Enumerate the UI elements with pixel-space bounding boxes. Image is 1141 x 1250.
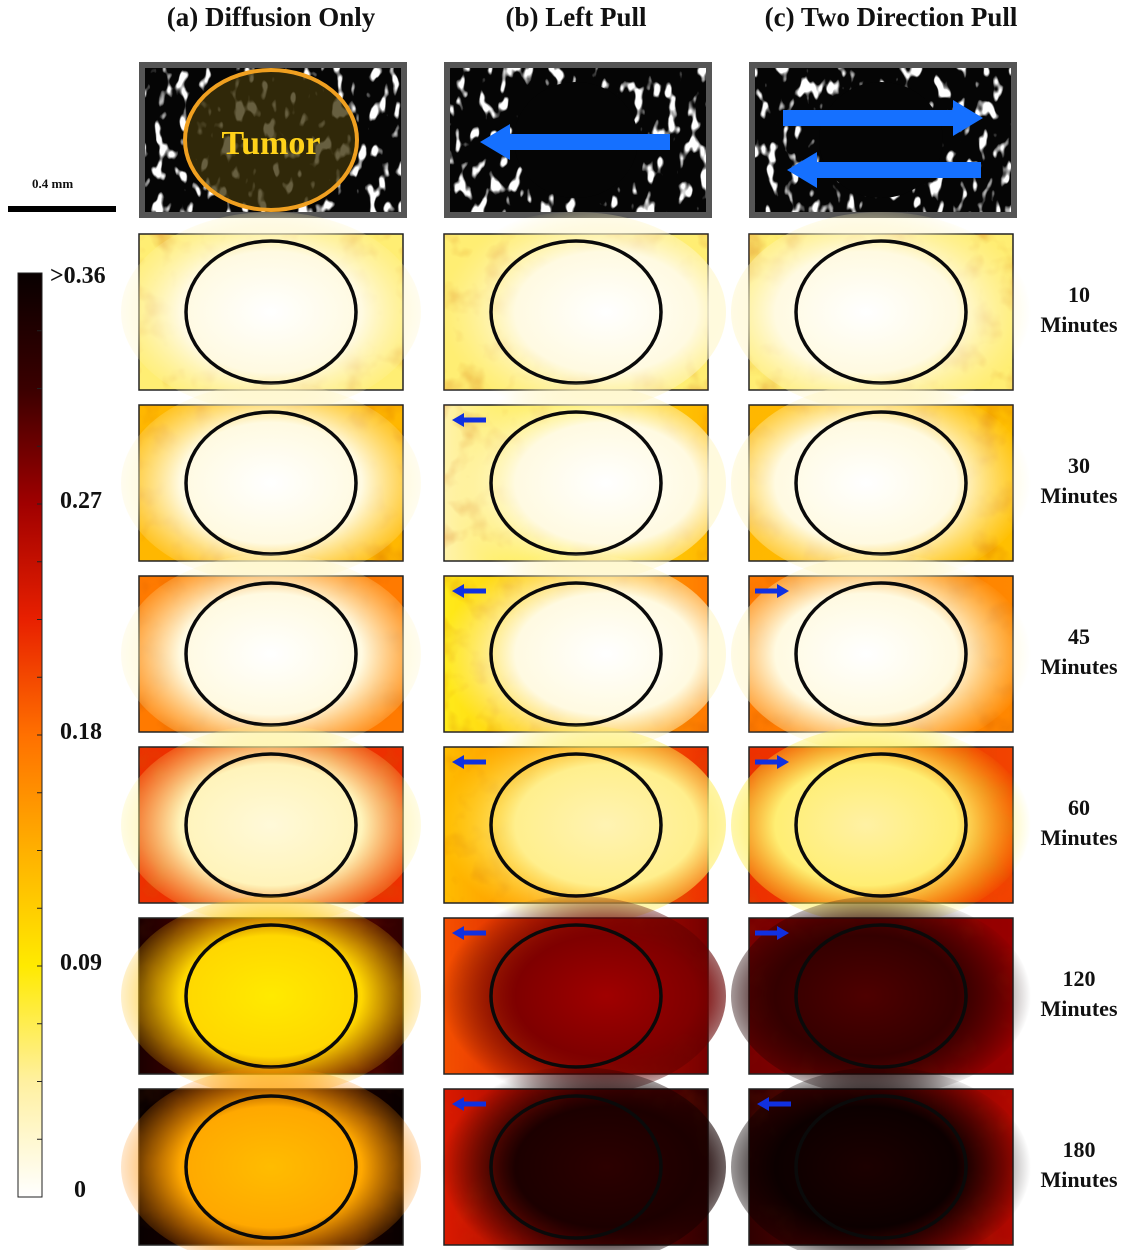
time-label-10: 10 Minutes: [1030, 280, 1128, 340]
scale-bar-label: 0.4 mm: [32, 176, 74, 191]
tumor-boundary: [489, 1094, 663, 1240]
tumor-boundary: [794, 1094, 968, 1240]
column-title-left: (b) Left Pull: [505, 2, 647, 32]
time-label-45: 45 Minutes: [1030, 622, 1128, 682]
right-pull-arrow-icon: [783, 100, 983, 136]
scale-bar: [8, 206, 116, 212]
left-pull-arrow-icon: [787, 152, 981, 188]
heatmap-panel-left-120: [426, 896, 726, 1096]
time-unit: Minutes: [1040, 483, 1118, 508]
time-unit: Minutes: [1040, 654, 1118, 679]
column-title-two: (c) Two Direction Pull: [764, 2, 1018, 32]
tissue-image-diffusion: Tumor: [139, 62, 407, 218]
time-unit: Minutes: [1040, 996, 1118, 1021]
colorbar-tick-label: >0.36: [50, 263, 106, 289]
heatmap-panel-left-180: [426, 1067, 726, 1250]
left-arrow-icon: [452, 926, 486, 940]
colorbar: [17, 272, 43, 1198]
heatmap-panel-two-180: [731, 1067, 1031, 1250]
left-arrow-icon: [452, 1097, 486, 1111]
heatmap-panel-two-30: [731, 383, 1031, 583]
column-title-diffusion: (a) Diffusion Only: [166, 2, 376, 32]
heatmap-panel-two-10: [731, 212, 1031, 412]
heatmap-panel-two-120: [731, 896, 1031, 1096]
tissue-image-left: [444, 62, 712, 218]
time-unit: Minutes: [1040, 312, 1118, 337]
time-label-120: 120 Minutes: [1030, 964, 1128, 1024]
left-arrow-icon: [452, 584, 486, 598]
time-unit: Minutes: [1040, 825, 1118, 850]
right-arrow-icon: [755, 755, 789, 769]
time-label-30: 30 Minutes: [1030, 451, 1128, 511]
time-value: 45: [1068, 624, 1090, 649]
time-unit: Minutes: [1040, 1167, 1118, 1192]
heatmap-panel-diffusion-60: [121, 725, 421, 925]
heatmap-panel-left-10: [426, 212, 726, 412]
time-value: 120: [1062, 966, 1096, 991]
heatmap-panel-diffusion-180: [121, 1067, 421, 1250]
time-value: 60: [1068, 795, 1090, 820]
tumor-label: Tumor: [222, 125, 321, 162]
heatmap-panel-diffusion-45: [121, 554, 421, 754]
left-arrow-icon: [757, 1097, 791, 1111]
left-arrow-icon: [452, 755, 486, 769]
tissue-image-two: [749, 62, 1017, 218]
left-pull-arrow-icon: [480, 124, 670, 160]
colorbar-tick-label: 0.27: [60, 488, 102, 514]
time-label-180: 180 Minutes: [1030, 1135, 1128, 1195]
time-value: 30: [1068, 453, 1090, 478]
time-value: 180: [1062, 1137, 1096, 1162]
tumor-outline: [183, 68, 359, 212]
heatmap-panel-diffusion-10: [121, 212, 421, 412]
left-arrow-icon: [452, 413, 486, 427]
heatmap-panel-left-45: [426, 554, 726, 754]
colorbar-tick-label: 0: [74, 1177, 86, 1203]
colorbar-tick-label: 0.18: [60, 719, 102, 745]
heatmap-panel-two-60: [731, 725, 1031, 925]
heatmap-panel-diffusion-120: [121, 896, 421, 1096]
time-label-60: 60 Minutes: [1030, 793, 1128, 853]
heatmap-panel-two-45: [731, 554, 1031, 754]
heatmap-panel-left-30: [426, 383, 726, 583]
heatmap-panel-diffusion-30: [121, 383, 421, 583]
tumor-boundary: [184, 1094, 358, 1240]
right-arrow-icon: [755, 926, 789, 940]
heatmap-panel-left-60: [426, 725, 726, 925]
colorbar-tick-label: 0.09: [60, 950, 102, 976]
right-arrow-icon: [755, 584, 789, 598]
time-value: 10: [1068, 282, 1090, 307]
